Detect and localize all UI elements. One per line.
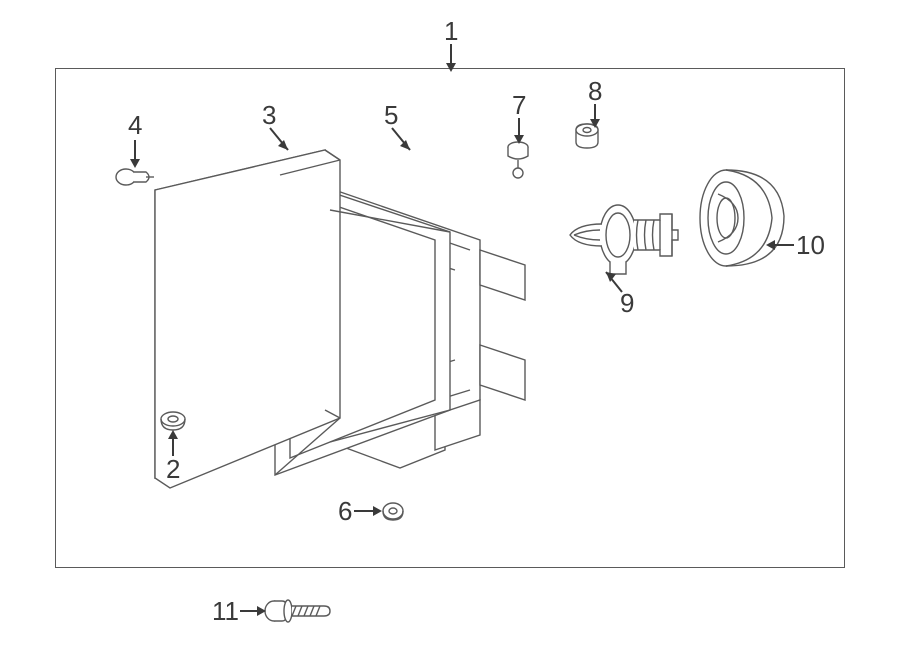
callout-1: 1 xyxy=(444,18,458,44)
callout-7: 7 xyxy=(512,92,526,118)
leader-7 xyxy=(518,118,520,138)
part-7-adjuster xyxy=(502,140,534,180)
callout-8: 8 xyxy=(588,78,602,104)
leader-1 xyxy=(450,44,452,66)
part-10-cover xyxy=(688,158,798,278)
part-6-plug xyxy=(380,500,406,522)
leader-8 xyxy=(594,104,596,122)
housing-assembly xyxy=(130,150,560,480)
leader-3 xyxy=(266,128,296,158)
part-11-bolt xyxy=(262,598,334,624)
callout-3: 3 xyxy=(262,102,276,128)
callout-5: 5 xyxy=(384,102,398,128)
diagram-canvas: 1 4 3 5 7 8 2 6 9 10 11 xyxy=(0,0,900,661)
callout-10: 10 xyxy=(796,232,825,258)
leader-2 xyxy=(172,436,174,456)
leader-9 xyxy=(600,266,626,294)
leader-6 xyxy=(354,510,376,512)
callout-11: 11 xyxy=(212,598,239,624)
leader-11 xyxy=(240,610,260,612)
leader-10 xyxy=(772,244,794,246)
callout-4: 4 xyxy=(128,112,142,138)
leader-4 xyxy=(134,140,136,162)
leader-5 xyxy=(388,128,418,158)
callout-6: 6 xyxy=(338,498,352,524)
callout-2: 2 xyxy=(166,456,180,482)
